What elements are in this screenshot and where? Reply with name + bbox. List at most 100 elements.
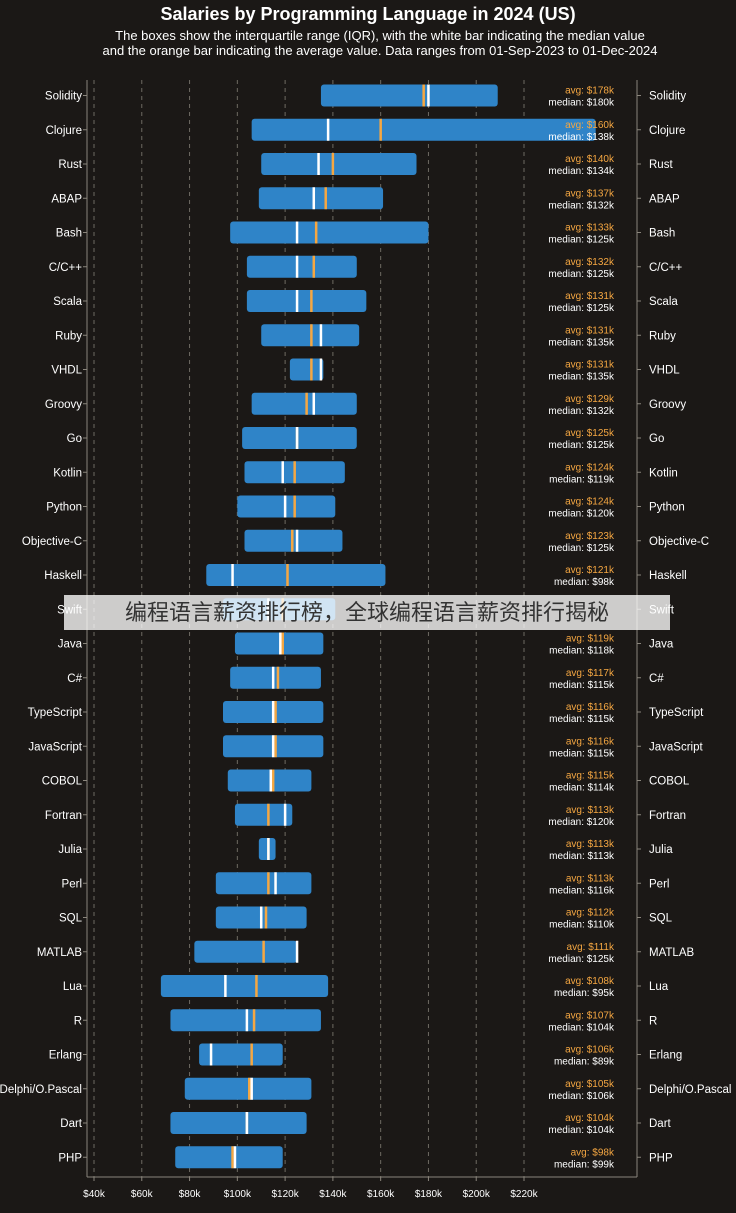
- iqr-box: [194, 940, 298, 963]
- iqr-box: [170, 1112, 307, 1134]
- language-label-left: Haskell: [44, 570, 82, 582]
- average-value-label: avg: $116k: [566, 736, 615, 747]
- language-label-left: Rust: [58, 159, 82, 171]
- iqr-box: [160, 975, 329, 997]
- median-value-label: median: $95k: [554, 988, 615, 999]
- median-value-label: median: $89k: [554, 1057, 615, 1068]
- median-value-label: median: $120k: [548, 817, 615, 828]
- language-label-left: Kotlin: [53, 467, 82, 479]
- average-value-label: avg: $129k: [565, 394, 615, 405]
- average-bar: [310, 324, 313, 347]
- average-bar: [231, 1146, 234, 1169]
- median-value-label: median: $125k: [548, 235, 615, 246]
- iqr-box: [251, 392, 357, 415]
- average-value-label: avg: $119k: [566, 634, 615, 645]
- average-bar: [314, 221, 318, 244]
- language-label-right: Lua: [649, 981, 669, 993]
- chart-subtitle: The boxes show the interquartile range (…: [60, 28, 700, 58]
- language-label-left: SQL: [59, 913, 83, 925]
- language-label-right: C/C++: [649, 262, 683, 274]
- language-label-left: VHDL: [51, 365, 82, 377]
- language-label-right: Solidity: [649, 91, 686, 103]
- language-label-right: Rust: [649, 159, 673, 171]
- average-value-label: avg: $178k: [565, 86, 615, 97]
- average-value-label: avg: $131k: [565, 325, 615, 336]
- language-label-left: Delphi/O.Pascal: [0, 1084, 82, 1096]
- average-value-label: avg: $105k: [565, 1079, 615, 1090]
- average-value-label: avg: $113k: [566, 873, 615, 884]
- language-label-left: Dart: [60, 1118, 83, 1130]
- language-label-right: Julia: [649, 844, 673, 856]
- median-value-label: median: $119k: [549, 474, 615, 485]
- language-label-right: R: [649, 1015, 657, 1027]
- median-bar: [209, 1043, 213, 1066]
- language-label-right: C#: [649, 673, 664, 685]
- average-value-label: avg: $123k: [565, 531, 615, 542]
- x-tick-label: $60k: [131, 1189, 154, 1200]
- language-label-right: Objective-C: [649, 536, 709, 548]
- language-label-right: Kotlin: [649, 467, 678, 479]
- average-value-label: avg: $132k: [565, 257, 615, 268]
- average-value-label: avg: $106k: [565, 1045, 615, 1056]
- average-value-label: avg: $117k: [566, 668, 615, 679]
- x-tick-label: $120k: [271, 1189, 299, 1200]
- median-bar: [245, 1112, 249, 1134]
- language-label-left: Perl: [62, 878, 82, 890]
- language-label-right: VHDL: [649, 365, 680, 377]
- average-bar: [379, 118, 382, 141]
- language-label-left: Erlang: [49, 1050, 82, 1062]
- median-bar: [317, 153, 320, 175]
- median-value-label: median: $180k: [548, 98, 615, 109]
- average-value-label: avg: $137k: [565, 188, 615, 199]
- median-bar: [319, 324, 323, 347]
- average-value-label: avg: $111k: [567, 942, 615, 953]
- median-bar: [271, 666, 275, 689]
- average-bar: [310, 358, 313, 381]
- median-bar: [231, 564, 234, 586]
- median-bar: [271, 701, 275, 723]
- median-value-label: median: $99k: [554, 1159, 615, 1170]
- median-value-label: median: $125k: [548, 440, 615, 451]
- median-value-label: median: $106k: [548, 1091, 615, 1102]
- median-bar: [269, 769, 273, 792]
- language-label-right: Go: [649, 433, 664, 445]
- iqr-box: [289, 358, 324, 381]
- watermark-banner: 编程语言薪资排行榜，全球编程语言薪资排行揭秘: [64, 595, 670, 630]
- x-tick-label: $40k: [83, 1189, 106, 1200]
- median-bar: [295, 290, 299, 312]
- language-label-left: Scala: [53, 296, 82, 308]
- average-bar: [324, 187, 327, 210]
- language-label-left: C/C++: [49, 262, 83, 274]
- language-label-left: Solidity: [45, 91, 82, 103]
- language-label-left: ABAP: [51, 193, 82, 205]
- language-label-left: TypeScript: [28, 707, 83, 719]
- median-bar: [245, 1009, 249, 1032]
- median-bar: [271, 735, 275, 758]
- median-bar: [283, 495, 287, 518]
- language-label-left: R: [74, 1015, 82, 1027]
- iqr-box: [230, 221, 429, 244]
- average-bar: [310, 290, 313, 312]
- language-label-left: Python: [46, 502, 82, 514]
- x-tick-label: $100k: [224, 1189, 252, 1200]
- language-label-right: SQL: [649, 913, 673, 925]
- average-bar: [248, 1077, 251, 1100]
- average-value-label: avg: $104k: [565, 1113, 615, 1124]
- language-label-right: JavaScript: [649, 741, 703, 753]
- average-bar: [305, 392, 308, 415]
- language-label-right: Perl: [649, 878, 669, 890]
- median-bar: [295, 255, 299, 278]
- median-bar: [281, 461, 284, 484]
- iqr-box: [246, 290, 367, 312]
- median-bar: [319, 358, 323, 381]
- median-value-label: median: $116k: [549, 885, 615, 896]
- iqr-box: [199, 1043, 283, 1066]
- average-bar: [276, 666, 280, 689]
- average-value-label: avg: $131k: [565, 360, 615, 371]
- average-bar: [281, 632, 284, 655]
- x-tick-label: $180k: [415, 1189, 443, 1200]
- chart-title: Salaries by Programming Language in 2024…: [160, 4, 576, 24]
- iqr-box: [175, 1146, 283, 1169]
- language-label-left: Groovy: [45, 399, 82, 411]
- language-label-right: Delphi/O.Pascal: [649, 1084, 731, 1096]
